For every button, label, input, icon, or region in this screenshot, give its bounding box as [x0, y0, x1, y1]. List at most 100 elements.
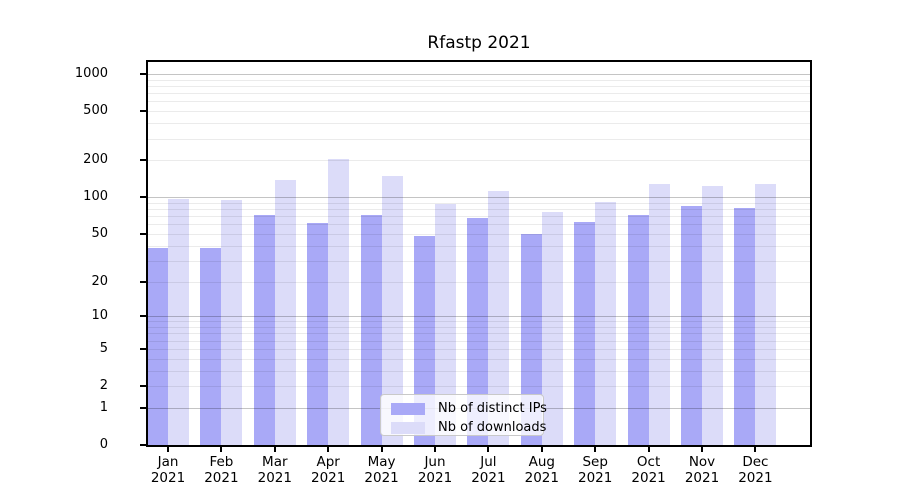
y-tick-mark [140, 280, 146, 283]
x-tick-mark [380, 447, 383, 452]
x-tick-month: Feb [209, 454, 234, 470]
y-tick-label: 1 [99, 399, 108, 415]
x-tick-month: Dec [742, 454, 769, 470]
x-tick-label: May 2021 [354, 454, 410, 486]
bar-distinct-ips [520, 233, 542, 445]
legend-label-distinct-ips: Nb of distinct IPs [438, 401, 547, 416]
bar-distinct-ips [148, 248, 168, 445]
bar-downloads [488, 191, 510, 445]
bar-downloads [168, 198, 189, 445]
y-tick-label: 20 [91, 273, 108, 289]
x-tick-mark [540, 447, 543, 452]
x-tick-mark [594, 447, 597, 452]
x-tick-label: Feb 2021 [193, 454, 249, 486]
x-tick-month: May [367, 454, 396, 470]
y-tick-mark [140, 385, 146, 387]
y-tick-mark [140, 406, 146, 409]
bar-distinct-ips [734, 208, 756, 445]
bar-distinct-ips [414, 236, 435, 445]
y-tick-label: 0 [99, 437, 108, 452]
x-tick-mark [487, 447, 490, 452]
x-tick-year: 2021 [364, 470, 399, 486]
x-tick-year: 2021 [631, 470, 666, 486]
x-tick-label: Nov 2021 [674, 454, 730, 486]
x-tick-mark [327, 447, 330, 452]
x-tick-label: Mar 2021 [247, 454, 303, 486]
x-tick-mark [647, 447, 650, 452]
x-tick-month: Sep [582, 454, 608, 470]
y-tick-label: 200 [83, 152, 108, 168]
x-tick-year: 2021 [524, 470, 559, 486]
bar-downloads [381, 175, 403, 445]
legend-swatch-downloads-icon [391, 421, 425, 434]
x-tick-year: 2021 [417, 470, 453, 486]
y-tick-mark [140, 347, 146, 350]
x-tick-month: Apr [316, 454, 340, 470]
x-tick-mark [754, 447, 757, 452]
bar-distinct-ips [467, 218, 489, 445]
legend-item-distinct-ips: Nb of distinct IPs [391, 400, 547, 417]
x-tick-month: Jun [424, 454, 446, 470]
x-tick-label: Jun 2021 [407, 454, 463, 486]
x-tick-label: Oct 2021 [621, 454, 677, 486]
x-tick-label: Dec 2021 [727, 454, 783, 486]
legend-swatch-distinct-ips-icon [391, 402, 425, 415]
y-tick-mark [140, 444, 146, 446]
bar-distinct-ips [253, 215, 275, 445]
x-tick-mark [701, 447, 703, 452]
y-tick-label: 5 [99, 340, 108, 356]
x-tick-year: 2021 [204, 470, 239, 486]
x-tick-year: 2021 [257, 470, 292, 486]
bar-downloads [221, 200, 243, 445]
bar-downloads [274, 180, 296, 445]
x-tick-month: Jan [157, 454, 179, 470]
x-tick-mark [167, 447, 169, 452]
x-tick-label: Sep 2021 [567, 454, 623, 486]
plot-area: Nb of distinct IPs Nb of downloads [146, 60, 812, 447]
x-tick-label: Apr 2021 [300, 454, 356, 486]
y-tick-label: 100 [83, 189, 108, 205]
bar-downloads [328, 158, 350, 445]
x-tick-mark [220, 447, 223, 452]
y-tick-mark [140, 232, 146, 235]
x-tick-year: 2021 [738, 470, 773, 486]
x-tick-year: 2021 [471, 470, 506, 486]
bar-distinct-ips [681, 206, 702, 445]
bar-distinct-ips [627, 215, 649, 445]
y-tick-label: 50 [91, 225, 108, 241]
x-tick-mark [273, 447, 276, 452]
bar-downloads [755, 184, 777, 445]
y-tick-mark [140, 73, 146, 75]
x-tick-label: Jan 2021 [140, 454, 196, 486]
bar-downloads [648, 184, 670, 445]
x-tick-month: Mar [262, 454, 288, 470]
x-tick-month: Nov [688, 454, 716, 470]
y-tick-mark [140, 159, 146, 162]
x-tick-label: Jul 2021 [460, 454, 516, 486]
chart-title: Rfastp 2021 [427, 33, 531, 53]
y-tick-label: 1000 [74, 66, 108, 81]
x-tick-year: 2021 [684, 470, 720, 486]
x-tick-label: Aug 2021 [514, 454, 570, 486]
bar-distinct-ips [200, 248, 222, 445]
x-tick-year: 2021 [150, 470, 186, 486]
bar-distinct-ips [360, 214, 382, 445]
x-tick-year: 2021 [578, 470, 613, 486]
bar-downloads [435, 203, 456, 445]
x-tick-mark [434, 447, 436, 452]
y-tick-mark [140, 315, 146, 318]
bar-distinct-ips [307, 222, 329, 445]
x-tick-month: Jul [480, 454, 497, 470]
x-tick-year: 2021 [311, 470, 346, 486]
bar-distinct-ips [574, 221, 596, 445]
legend-item-downloads: Nb of downloads [391, 419, 546, 436]
bar-downloads [541, 211, 563, 445]
legend: Nb of distinct IPs Nb of downloads [380, 394, 547, 436]
x-tick-month: Aug [528, 454, 555, 470]
x-tick-month: Oct [636, 454, 661, 470]
bars-layer [148, 62, 810, 445]
y-tick-label: 500 [83, 103, 108, 119]
y-tick-label: 10 [91, 308, 108, 324]
bar-downloads [595, 202, 617, 445]
